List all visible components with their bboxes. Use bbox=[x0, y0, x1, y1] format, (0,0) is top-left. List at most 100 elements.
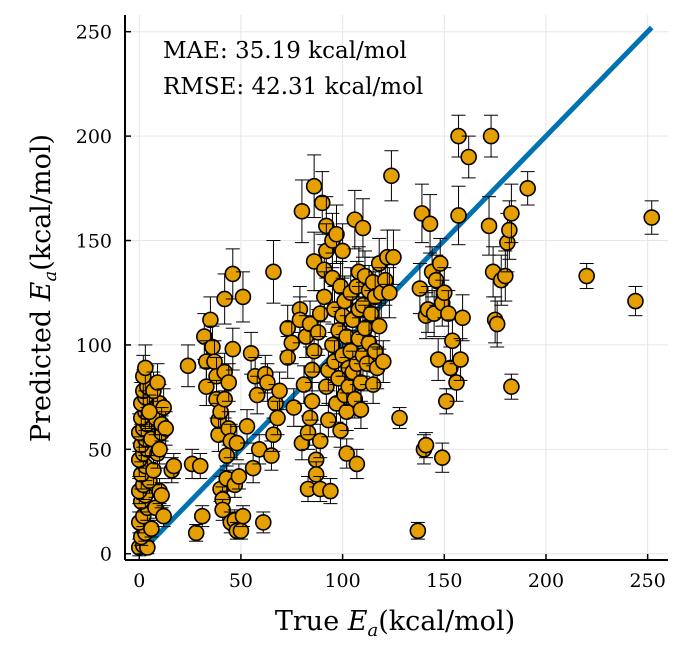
data-point bbox=[187, 524, 205, 542]
x-tick-label: 100 bbox=[324, 570, 360, 592]
data-point bbox=[234, 271, 252, 323]
point-marker bbox=[301, 409, 319, 427]
data-point bbox=[250, 434, 268, 465]
data-points bbox=[130, 114, 661, 557]
point-marker bbox=[643, 209, 661, 226]
x-axis-title-unit: (kcal/mol) bbox=[378, 606, 515, 637]
point-marker bbox=[263, 447, 280, 464]
point-marker bbox=[220, 374, 238, 391]
data-point bbox=[519, 171, 536, 206]
data-point bbox=[320, 402, 337, 438]
point-marker bbox=[155, 507, 172, 525]
x-tick-label: 0 bbox=[133, 570, 145, 592]
point-marker bbox=[381, 284, 398, 302]
data-point bbox=[391, 407, 408, 429]
point-marker bbox=[259, 374, 276, 391]
point-marker bbox=[352, 401, 370, 418]
point-marker bbox=[216, 390, 233, 408]
y-tick-label: 250 bbox=[76, 22, 112, 44]
point-marker bbox=[578, 267, 595, 285]
point-marker bbox=[431, 255, 449, 272]
data-point bbox=[503, 373, 520, 400]
point-marker bbox=[433, 449, 451, 466]
point-marker bbox=[234, 288, 252, 306]
data-point bbox=[303, 382, 321, 421]
data-point bbox=[421, 194, 439, 254]
data-point bbox=[497, 250, 514, 302]
point-marker bbox=[303, 393, 321, 410]
data-point bbox=[385, 229, 402, 285]
data-point bbox=[454, 294, 471, 342]
data-point bbox=[191, 453, 209, 480]
data-point bbox=[248, 375, 266, 415]
y-axis-title-var: E bbox=[26, 281, 57, 302]
data-point bbox=[383, 150, 400, 202]
point-marker bbox=[179, 357, 197, 375]
point-marker bbox=[187, 524, 205, 542]
point-marker bbox=[269, 409, 286, 427]
y-axis-title-unit: (kcal/mol) bbox=[26, 134, 57, 271]
point-marker bbox=[435, 284, 453, 302]
axes bbox=[124, 15, 668, 561]
point-marker bbox=[242, 344, 260, 362]
point-marker bbox=[137, 359, 154, 377]
point-marker bbox=[230, 468, 248, 485]
point-marker bbox=[265, 263, 282, 281]
point-marker bbox=[141, 403, 158, 421]
point-marker bbox=[271, 382, 288, 400]
data-point bbox=[149, 363, 166, 402]
point-marker bbox=[354, 219, 372, 237]
point-marker bbox=[218, 447, 235, 464]
data-point bbox=[265, 240, 282, 304]
point-marker bbox=[383, 167, 400, 185]
point-marker bbox=[374, 353, 392, 370]
data-point bbox=[417, 432, 435, 459]
point-marker bbox=[224, 265, 242, 283]
data-point bbox=[316, 271, 333, 323]
point-marker bbox=[307, 466, 325, 483]
data-point bbox=[409, 521, 427, 540]
data-point bbox=[452, 338, 469, 381]
data-point bbox=[224, 327, 242, 371]
point-marker bbox=[244, 459, 262, 477]
point-marker bbox=[356, 319, 374, 337]
data-point bbox=[381, 267, 398, 319]
data-point bbox=[374, 340, 392, 384]
point-marker bbox=[311, 432, 329, 450]
data-point bbox=[216, 273, 233, 325]
y-tick-label: 200 bbox=[76, 126, 112, 148]
data-point bbox=[301, 400, 319, 436]
data-point bbox=[450, 185, 467, 246]
point-marker bbox=[448, 374, 465, 391]
point-marker bbox=[391, 409, 408, 427]
point-marker bbox=[149, 374, 166, 391]
point-marker bbox=[322, 482, 339, 500]
x-axis-title-sub: a bbox=[368, 620, 379, 641]
y-tick-label: 50 bbox=[88, 439, 112, 461]
point-marker bbox=[254, 514, 272, 531]
data-point bbox=[285, 388, 303, 427]
point-marker bbox=[165, 457, 183, 475]
x-axis-title-var: E bbox=[347, 606, 368, 637]
point-marker bbox=[411, 280, 429, 297]
point-marker bbox=[348, 455, 366, 473]
point-marker bbox=[224, 340, 242, 358]
point-marker bbox=[234, 507, 252, 525]
data-point bbox=[193, 505, 211, 528]
point-marker bbox=[488, 315, 506, 333]
point-marker bbox=[293, 202, 311, 220]
point-marker bbox=[153, 486, 170, 504]
point-marker bbox=[429, 351, 447, 368]
point-marker bbox=[482, 127, 500, 145]
point-marker bbox=[202, 311, 219, 329]
point-marker bbox=[193, 507, 211, 525]
point-marker bbox=[417, 436, 435, 454]
data-point bbox=[293, 179, 311, 244]
point-marker bbox=[519, 180, 536, 197]
data-point bbox=[151, 434, 168, 465]
data-point bbox=[627, 285, 644, 317]
point-marker bbox=[497, 267, 514, 285]
point-marker bbox=[309, 324, 327, 341]
